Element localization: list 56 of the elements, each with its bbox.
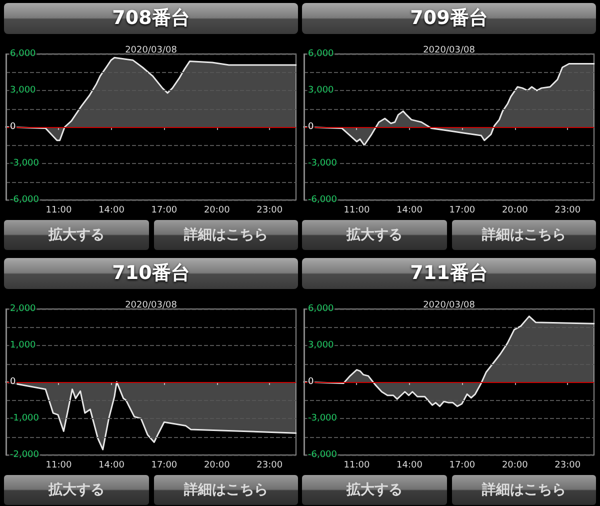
x-tick-label: 14:00 xyxy=(98,460,125,470)
chart-subtitle: 2020/03/08 xyxy=(125,300,178,310)
y-tick-label: 6,000 xyxy=(10,49,36,59)
x-tick-label: 20:00 xyxy=(204,206,230,216)
y-tick-label: 6,000 xyxy=(308,304,334,314)
text: 拡大する xyxy=(4,220,148,250)
x-tick-label: 11:00 xyxy=(344,206,370,216)
y-tick-label: 0 xyxy=(10,377,16,387)
text: 詳細はこちら xyxy=(154,475,298,505)
y-tick-label: -3,000 xyxy=(308,414,338,424)
x-tick-label: 17:00 xyxy=(151,206,178,216)
text: 詳細はこちら xyxy=(154,220,298,250)
x-tick-label: 17:00 xyxy=(449,460,476,470)
y-tick-label: -6,000 xyxy=(308,195,338,205)
x-tick-label: 23:00 xyxy=(554,460,581,470)
chart-subtitle: 2020/03/08 xyxy=(423,46,476,56)
text: 拡大する xyxy=(302,220,446,250)
y-tick-label: 0 xyxy=(10,122,16,132)
y-tick-label: 0 xyxy=(308,122,314,132)
y-tick-label: 0 xyxy=(308,377,314,387)
chart-subtitle: 2020/03/08 xyxy=(423,300,476,310)
x-tick-label: 11:00 xyxy=(46,206,72,216)
chart-title: 711番台 xyxy=(302,258,596,289)
x-tick-label: 20:00 xyxy=(502,206,528,216)
x-tick-label: 11:00 xyxy=(344,460,370,470)
chart-title: 710番台 xyxy=(4,258,298,289)
text: 詳細はこちら xyxy=(452,220,596,250)
y-tick-label: 1,000 xyxy=(10,340,36,350)
text: 拡大する xyxy=(302,475,446,505)
x-tick-label: 17:00 xyxy=(449,206,476,216)
chart-subtitle: 2020/03/08 xyxy=(125,46,178,56)
y-tick-label: -3,000 xyxy=(10,158,40,168)
y-tick-label: -1,000 xyxy=(10,414,40,424)
x-tick-label: 23:00 xyxy=(554,206,581,216)
x-tick-label: 17:00 xyxy=(151,460,178,470)
y-tick-label: 3,000 xyxy=(10,86,36,96)
x-tick-label: 14:00 xyxy=(98,206,125,216)
text: 詳細はこちら xyxy=(452,475,596,505)
x-tick-label: 14:00 xyxy=(396,206,423,216)
y-tick-label: 3,000 xyxy=(308,86,334,96)
y-tick-label: 2,000 xyxy=(10,304,36,314)
x-tick-label: 14:00 xyxy=(396,460,423,470)
y-tick-label: -2,000 xyxy=(10,450,40,460)
y-tick-label: -3,000 xyxy=(308,158,338,168)
x-tick-label: 23:00 xyxy=(256,206,283,216)
text: 拡大する xyxy=(4,475,148,505)
y-tick-label: 3,000 xyxy=(308,340,334,350)
x-tick-label: 20:00 xyxy=(502,460,528,470)
y-tick-label: 6,000 xyxy=(308,49,334,59)
chart-title: 708番台 xyxy=(4,3,298,34)
x-tick-label: 23:00 xyxy=(256,460,283,470)
chart-title: 709番台 xyxy=(302,3,596,34)
x-tick-label: 20:00 xyxy=(204,460,230,470)
y-tick-label: -6,000 xyxy=(308,450,338,460)
y-tick-label: -6,000 xyxy=(10,195,40,205)
x-tick-label: 11:00 xyxy=(46,460,72,470)
